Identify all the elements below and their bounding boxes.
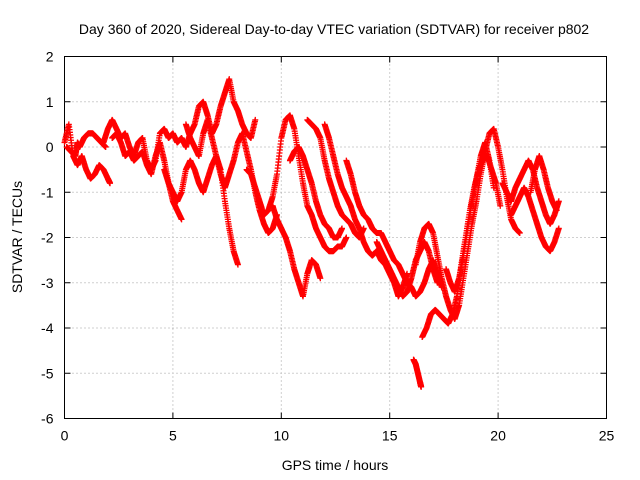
data-point	[555, 198, 562, 205]
x-tick-label: 25	[599, 428, 615, 444]
data-point	[490, 184, 497, 191]
data-point	[516, 229, 523, 236]
y-tick-label: 0	[46, 139, 54, 155]
chart-title: Day 360 of 2020, Sidereal Day-to-day VTE…	[79, 21, 589, 37]
x-tick-label: 10	[274, 428, 290, 444]
data-point	[178, 216, 185, 223]
x-tick-label: 20	[490, 428, 506, 444]
x-tick-labels: 0 5 10 15 20 25	[61, 428, 615, 444]
data-point	[317, 275, 324, 282]
data-points	[61, 76, 562, 390]
y-tick-label: -5	[41, 365, 54, 381]
x-axis-label: GPS time / hours	[282, 457, 389, 473]
y-tick-label: 2	[46, 49, 54, 65]
data-point	[434, 279, 441, 286]
data-point	[497, 202, 504, 209]
y-tick-label: -6	[41, 411, 54, 427]
x-tick-label: 5	[169, 428, 177, 444]
data-point	[343, 234, 350, 241]
y-tick-label: -3	[41, 275, 54, 291]
x-tick-label: 0	[61, 428, 69, 444]
data-point	[252, 116, 259, 123]
y-tick-label: -1	[41, 184, 54, 200]
data-point	[102, 144, 109, 150]
data-point	[553, 207, 560, 214]
grid	[64, 56, 607, 419]
data-point	[339, 225, 346, 232]
y-tick-label: 1	[46, 94, 54, 110]
data-point	[418, 383, 425, 390]
x-tick-label: 15	[382, 428, 398, 444]
y-axis-label: SDTVAR / TECUs	[9, 181, 25, 293]
data-point	[555, 225, 562, 232]
data-point	[107, 180, 114, 187]
y-tick-labels: -6 -5 -4 -3 -2 -1 0 1 2	[41, 49, 54, 427]
y-tick-label: -2	[41, 230, 54, 246]
y-tick-label: -4	[41, 320, 54, 336]
data-point	[234, 261, 241, 268]
